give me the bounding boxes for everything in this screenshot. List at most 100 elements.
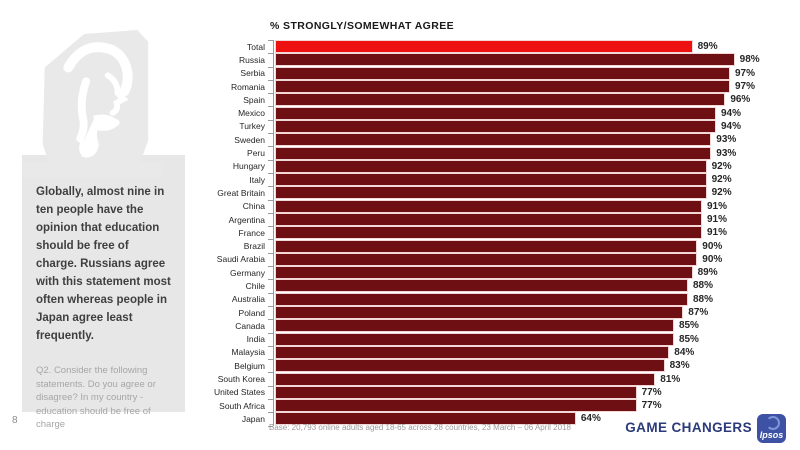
bar-zone: 96% (273, 93, 750, 107)
country-bar (276, 280, 687, 292)
portrait-illustration (23, 24, 161, 178)
value-label: 90% (702, 240, 723, 252)
value-label: 93% (716, 147, 737, 159)
value-label: 92% (711, 160, 732, 172)
category-label: Italy (249, 174, 265, 185)
category-label: Turkey (239, 121, 265, 132)
ipsos-swirl-icon (766, 416, 780, 430)
chart-title: % STRONGLY/SOMEWHAT AGREE (270, 20, 455, 32)
axis-tick (268, 66, 273, 80)
category-label: Spain (243, 94, 265, 105)
bar-row: Hungary 92% (205, 159, 760, 173)
value-label: 77% (641, 400, 662, 412)
bar-row: Russia 98% (205, 53, 760, 67)
base-note: Base: 20,793 online adults aged 18-65 ac… (269, 423, 571, 432)
bar-zone: 64% (273, 412, 601, 426)
axis-tick (268, 40, 273, 53)
value-label: 94% (720, 120, 741, 132)
bar-zone: 77% (273, 399, 662, 413)
bar-row: Serbia 97% (205, 66, 760, 80)
value-label: 77% (641, 386, 662, 398)
value-label: 97% (734, 67, 755, 79)
value-label: 85% (678, 333, 699, 345)
country-bar (276, 67, 729, 79)
axis-tick (268, 319, 273, 332)
value-label: 88% (692, 293, 713, 305)
bar-row: Romania 97% (205, 79, 760, 94)
bar-zone: 92% (273, 172, 732, 187)
bar-zone: 85% (273, 319, 699, 333)
value-label: 98% (739, 54, 760, 66)
value-label: 84% (674, 346, 695, 358)
category-label: Russia (239, 54, 265, 65)
value-label: 93% (716, 134, 737, 146)
bar-row: Italy 92% (205, 172, 760, 187)
country-bar (276, 386, 636, 398)
country-bar (276, 400, 636, 412)
bar-row: South Africa 77% (205, 399, 760, 413)
country-bar (276, 214, 701, 225)
country-bar (276, 320, 673, 332)
country-bar (276, 307, 683, 319)
axis-tick (268, 159, 273, 173)
category-label: Total (247, 41, 265, 52)
country-bar (276, 200, 701, 212)
bar-zone: 90% (273, 252, 722, 267)
bar-zone: 91% (273, 226, 727, 240)
bar-zone: 87% (273, 305, 708, 320)
bar-row: Mexico 94% (205, 106, 760, 120)
sidebar-text-box: Globally, almost nine in ten people have… (22, 155, 185, 430)
country-bar (276, 174, 706, 186)
value-label: 85% (678, 320, 699, 332)
value-label: 97% (734, 81, 755, 93)
bar-row: Belgium 83% (205, 359, 760, 373)
value-label: 92% (711, 187, 732, 199)
country-bar (276, 267, 692, 279)
ipsos-logo-text: Ipsos (759, 430, 784, 440)
category-label: South Africa (219, 400, 265, 411)
axis-tick (268, 106, 273, 119)
axis-tick (268, 186, 273, 199)
axis-tick (268, 146, 273, 159)
bar-zone: 94% (273, 119, 741, 134)
bar-row: Canada 85% (205, 319, 760, 333)
game-changers-label: GAME CHANGERS (625, 420, 752, 435)
lenin-portrait-icon (23, 30, 161, 178)
category-label: Malaysia (231, 347, 265, 358)
country-bar (276, 134, 711, 146)
bar-zone: 92% (273, 159, 732, 173)
category-label: Great Britain (217, 187, 265, 198)
category-label: Romania (230, 81, 265, 92)
bar-row: Great Britain 92% (205, 186, 760, 200)
bar-zone: 91% (273, 212, 727, 227)
bar-row: Poland 87% (205, 305, 760, 320)
axis-tick (268, 372, 273, 385)
category-label: Saudi Arabia (216, 254, 265, 265)
axis-tick (268, 385, 273, 399)
bar-row: Turkey 94% (205, 119, 760, 134)
value-label: 89% (697, 267, 718, 279)
category-label: India (246, 334, 265, 345)
bar-row: South Korea 81% (205, 372, 760, 386)
page-number: 8 (12, 415, 18, 426)
bar-row: France 91% (205, 226, 760, 240)
bar-row: Malaysia 84% (205, 345, 760, 360)
category-label: Brazil (243, 241, 265, 252)
ipsos-logo: Ipsos (757, 414, 786, 443)
country-bar (276, 187, 706, 199)
value-label: 92% (711, 174, 732, 186)
country-bar (276, 360, 664, 372)
axis-tick (268, 79, 273, 93)
axis-tick (268, 133, 273, 146)
bar-zone: 89% (273, 40, 718, 54)
category-label: United States (213, 387, 265, 398)
axis-tick (268, 239, 273, 252)
value-label: 64% (580, 413, 601, 425)
bar-row: Japan 64% (205, 412, 760, 426)
bar-row: China 91% (205, 199, 760, 213)
value-label: 94% (720, 107, 741, 119)
bar-zone: 88% (273, 292, 713, 306)
bar-chart: Total 89% Russia 98% Serbia 97% Romania 97% Spai… (205, 40, 760, 427)
category-label: Sweden (234, 134, 265, 145)
axis-tick (268, 279, 273, 292)
